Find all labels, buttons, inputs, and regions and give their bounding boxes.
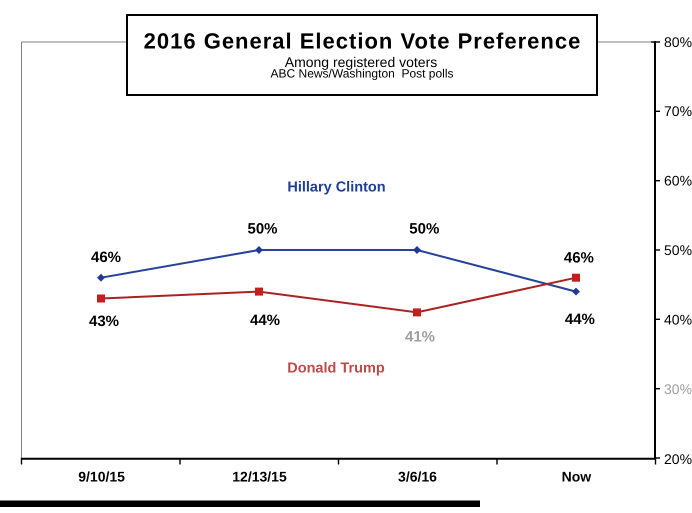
svg-text:Now: Now: [562, 468, 592, 484]
svg-text:41%: 41%: [405, 329, 435, 346]
svg-text:12/13/15: 12/13/15: [232, 468, 287, 484]
svg-text:44%: 44%: [250, 312, 280, 329]
svg-text:70%: 70%: [664, 103, 692, 119]
svg-text:43%: 43%: [89, 313, 119, 330]
svg-text:50%: 50%: [409, 221, 439, 238]
svg-text:60%: 60%: [664, 173, 692, 189]
svg-text:46%: 46%: [91, 249, 121, 266]
svg-text:ABC News/Washington Post poll: ABC News/Washington Post polls: [271, 67, 454, 81]
svg-text:2016 General Election Vote Pre: 2016 General Election Vote Preference: [144, 29, 582, 54]
svg-text:50%: 50%: [664, 242, 692, 258]
svg-text:Among registered voters: Among registered voters: [285, 54, 438, 70]
svg-text:Donald Trump: Donald Trump: [287, 361, 385, 377]
svg-text:80%: 80%: [664, 34, 692, 50]
svg-text:46%: 46%: [564, 250, 594, 267]
svg-text:44%: 44%: [565, 311, 595, 328]
svg-text:50%: 50%: [247, 221, 277, 238]
svg-text:20%: 20%: [664, 451, 692, 467]
svg-text:3/6/16: 3/6/16: [398, 468, 437, 484]
svg-text:Hillary Clinton: Hillary Clinton: [287, 180, 385, 196]
svg-text:9/10/15: 9/10/15: [78, 468, 125, 484]
svg-text:40%: 40%: [664, 311, 692, 327]
svg-text:30%: 30%: [664, 381, 692, 397]
